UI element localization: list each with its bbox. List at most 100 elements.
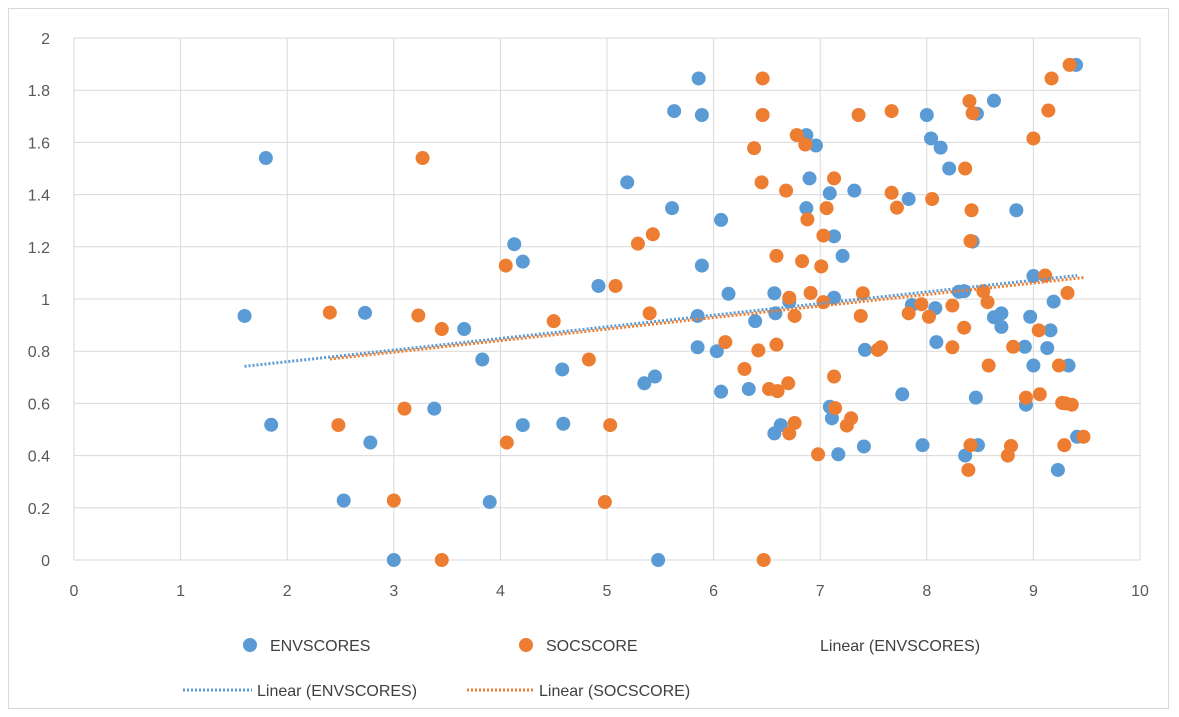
data-point (721, 286, 736, 301)
data-point (819, 201, 834, 216)
data-point (961, 462, 976, 477)
data-point (714, 212, 729, 227)
y-tick-label: 0.8 (28, 344, 50, 361)
data-point (981, 358, 996, 373)
data-point (827, 171, 842, 186)
data-point (770, 384, 785, 399)
y-tick-label: 1.6 (28, 135, 50, 152)
data-point (1057, 438, 1072, 453)
gridlines (73, 37, 1141, 561)
data-point (847, 183, 862, 198)
data-point (844, 411, 859, 426)
x-tick-label: 1 (176, 583, 185, 600)
data-point (958, 161, 973, 176)
data-point (397, 401, 412, 416)
data-point (895, 387, 910, 402)
x-tick-label: 0 (70, 583, 79, 600)
data-point (814, 259, 829, 274)
data-point (835, 248, 850, 263)
data-point (651, 553, 666, 567)
data-point (1064, 397, 1079, 412)
data-point (884, 104, 899, 119)
data-point (499, 435, 514, 450)
data-point (754, 175, 769, 190)
x-tick-label: 5 (603, 583, 612, 600)
data-point (411, 308, 426, 323)
data-point (1041, 103, 1056, 118)
data-point (1031, 323, 1046, 338)
trendlines (244, 274, 1084, 368)
data-point (1043, 323, 1058, 338)
data-point (803, 285, 818, 300)
y-axis-tick-labels: 0 0.2 0.4 0.6 0.8 1 1.2 1.4 1.6 1.8 2 (28, 31, 50, 570)
data-point (767, 286, 782, 301)
data-point (691, 71, 706, 86)
data-point (515, 418, 530, 433)
data-point (925, 192, 940, 207)
data-point (945, 298, 960, 313)
data-point (924, 131, 939, 146)
data-point (434, 553, 449, 567)
data-point (964, 203, 979, 218)
data-point (828, 401, 843, 416)
data-point (386, 553, 401, 567)
data-point (709, 344, 724, 359)
legend: ENVSCORES SOCSCORE Linear (ENVSCORES) Li… (183, 638, 980, 700)
data-point (642, 306, 657, 321)
data-point (957, 320, 972, 335)
data-point (1017, 339, 1032, 354)
y-tick-label: 0.2 (28, 501, 50, 518)
y-tick-label: 1.8 (28, 83, 50, 100)
data-point (665, 201, 680, 216)
data-point (921, 309, 936, 324)
data-point (915, 438, 930, 453)
data-point (1062, 57, 1077, 72)
series-envscores (237, 57, 1085, 567)
data-point (851, 107, 866, 122)
data-point (994, 306, 1009, 321)
data-point (755, 107, 770, 122)
data-point (827, 369, 842, 384)
data-point (747, 141, 762, 156)
x-tick-label: 6 (709, 583, 718, 600)
data-point (816, 228, 831, 243)
y-tick-label: 0.6 (28, 396, 50, 413)
legend-marker-envscores (243, 638, 257, 652)
data-point (958, 448, 973, 463)
data-point (1061, 358, 1076, 373)
data-point (718, 335, 733, 350)
data-point (515, 254, 530, 269)
y-tick-label: 1 (41, 292, 50, 309)
data-point (427, 401, 442, 416)
trendline-linear-socscore- (329, 276, 1084, 361)
data-point (475, 352, 490, 367)
data-point (1004, 438, 1019, 453)
data-point (929, 335, 944, 350)
data-point (331, 418, 346, 433)
data-point (482, 495, 497, 510)
data-point (901, 192, 916, 207)
data-point (799, 201, 814, 216)
data-point (1044, 71, 1059, 86)
data-point (336, 493, 351, 508)
data-point (714, 384, 729, 399)
data-point (434, 322, 449, 337)
data-point (1076, 429, 1091, 444)
data-point (857, 342, 872, 357)
x-tick-label: 4 (496, 583, 505, 600)
data-point (808, 138, 823, 153)
data-point (942, 161, 957, 176)
data-point (581, 352, 596, 367)
data-point (741, 382, 756, 397)
data-point (386, 493, 401, 508)
data-point (782, 290, 797, 305)
data-point (748, 314, 763, 329)
data-point (637, 376, 652, 391)
data-point (1009, 203, 1024, 218)
data-point (822, 186, 837, 201)
data-point (901, 306, 916, 321)
data-point (694, 258, 709, 273)
data-point (962, 94, 977, 109)
data-point (237, 308, 252, 323)
